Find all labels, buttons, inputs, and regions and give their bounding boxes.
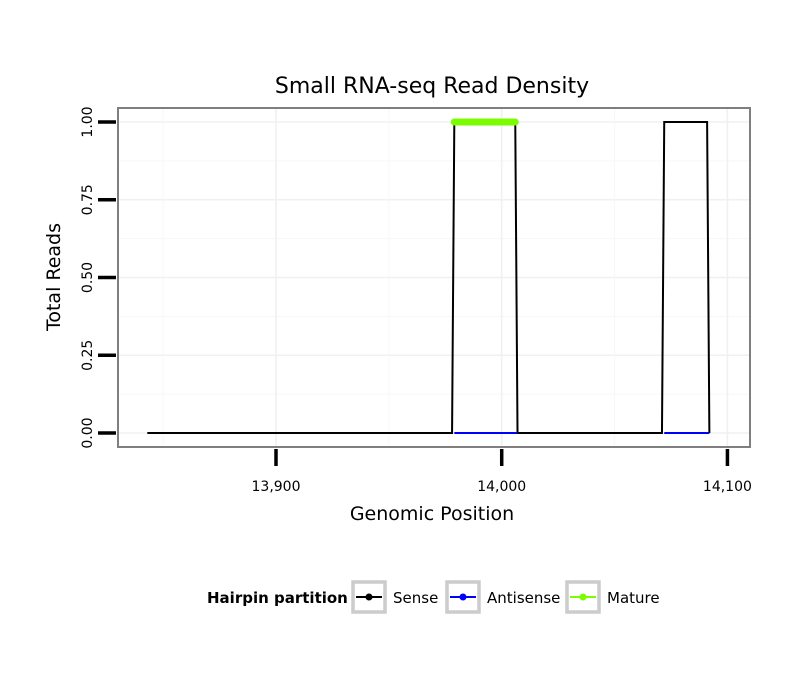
- x-axis-title: Genomic Position: [350, 503, 514, 525]
- chart-title: Small RNA-seq Read Density: [275, 74, 589, 99]
- legend-label: Mature: [607, 589, 660, 607]
- y-tick-label: 1.00: [80, 106, 96, 137]
- y-axis: 0.00 0.25 0.50 0.75 1.00: [80, 106, 116, 449]
- y-tick-label: 0.50: [80, 262, 96, 293]
- legend-item-sense: Sense: [351, 580, 438, 614]
- grid-lines: [118, 108, 750, 447]
- x-tick-label: 13,900: [252, 479, 301, 495]
- legend-title: Hairpin partition: [207, 589, 348, 607]
- y-tick-label: 0.25: [80, 340, 96, 371]
- legend-item-antisense: Antisense: [445, 580, 560, 614]
- x-axis: 13,900 14,000 14,100: [252, 449, 752, 495]
- y-axis-title: Total Reads: [43, 223, 65, 332]
- series-layer: [147, 118, 711, 434]
- x-tick-label: 14,000: [477, 479, 526, 495]
- legend-label: Antisense: [487, 589, 560, 607]
- x-tick-label: 14,100: [703, 479, 752, 495]
- legend: Hairpin partition Sense Antisense Mature: [207, 580, 660, 614]
- legend-key-point: [579, 593, 587, 601]
- legend-key-point: [365, 593, 373, 601]
- y-tick-label: 0.00: [80, 417, 96, 448]
- plot-border: [117, 107, 751, 448]
- legend-item-mature: Mature: [565, 580, 660, 614]
- legend-label: Sense: [393, 589, 438, 607]
- y-tick-label: 0.75: [80, 184, 96, 215]
- legend-key-point: [459, 593, 467, 601]
